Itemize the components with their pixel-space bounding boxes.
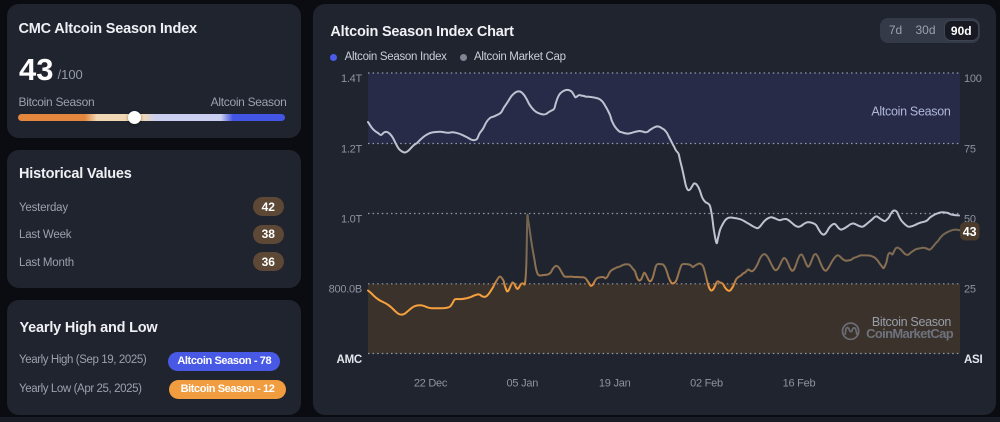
svg-text:75: 75 [964,143,976,155]
svg-text:16 Feb: 16 Feb [783,378,816,390]
svg-text:1.2T: 1.2T [341,143,363,155]
svg-text:25: 25 [964,284,976,296]
svg-text:19 Jan: 19 Jan [599,378,631,390]
svg-text:ASI: ASI [964,354,982,366]
svg-text:AMC: AMC [337,354,362,366]
svg-text:02 Feb: 02 Feb [690,378,723,390]
svg-text:05 Jan: 05 Jan [507,378,539,390]
svg-text:Bitcoin Season: Bitcoin Season [872,315,952,329]
svg-text:43: 43 [963,225,977,239]
svg-text:1.0T: 1.0T [341,213,363,225]
svg-text:Altcoin Season: Altcoin Season [871,105,951,119]
svg-text:800.0B: 800.0B [329,284,362,296]
svg-text:CoinMarketCap: CoinMarketCap [866,326,954,341]
svg-text:100: 100 [964,73,982,85]
svg-text:22 Dec: 22 Dec [414,378,448,390]
svg-text:1.4T: 1.4T [341,73,363,85]
